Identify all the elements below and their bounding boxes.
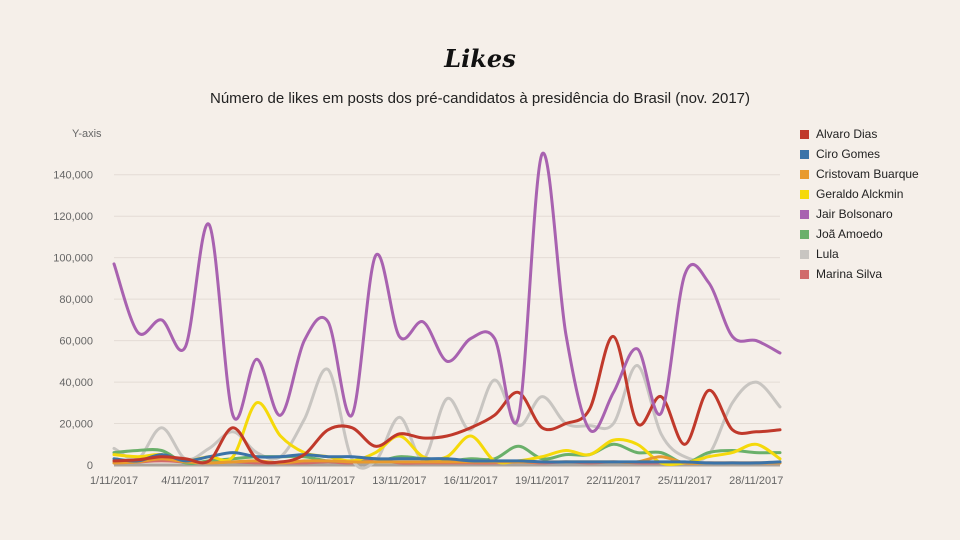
legend-swatch xyxy=(800,150,809,159)
legend-swatch xyxy=(800,130,809,139)
y-tick-label: 80,000 xyxy=(59,294,93,306)
chart-subtitle: Número de likes em posts dos pré-candida… xyxy=(210,90,750,107)
series-line-lula xyxy=(112,364,782,470)
series-line-alvaro-dias xyxy=(112,334,782,465)
legend-label: Geraldo Alckmin xyxy=(816,187,904,201)
series-line-geraldo-alckmin xyxy=(112,401,782,467)
legend-item[interactable]: Cristovam Buarque xyxy=(800,167,950,182)
legend-label: Jair Bolsonaro xyxy=(816,207,893,221)
legend-label: Cristovam Buarque xyxy=(816,167,919,181)
legend-swatch xyxy=(800,230,809,239)
legend-swatch xyxy=(800,190,809,199)
x-tick-label: 16/11/2017 xyxy=(444,475,498,487)
x-tick-label: 13/11/2017 xyxy=(372,475,426,487)
x-axis-ticks: 1/11/2017 4/11/2017 7/11/2017 10/11/2017 13/… xyxy=(90,475,783,487)
y-axis-ticks: 0 20,000 40,000 60,000 80,000 100,000 120,000 1… xyxy=(53,170,93,472)
y-tick-label: 20,000 xyxy=(59,419,93,431)
x-tick-label: 28/11/2017 xyxy=(729,475,783,487)
legend-item[interactable]: Marina Silva xyxy=(800,267,950,282)
gridlines xyxy=(114,174,780,467)
series-line-jair-bolsonaro xyxy=(112,151,782,434)
x-tick-label: 1/11/2017 xyxy=(90,475,138,487)
legend-swatch xyxy=(800,250,809,259)
x-tick-label: 22/11/2017 xyxy=(586,475,640,487)
x-tick-label: 10/11/2017 xyxy=(301,475,355,487)
y-tick-label: 40,000 xyxy=(59,377,93,389)
x-tick-label: 19/11/2017 xyxy=(515,475,569,487)
legend-item[interactable]: Alvaro Dias xyxy=(800,127,950,142)
legend: Alvaro Dias Ciro Gomes Cristovam Buarque Ge… xyxy=(800,127,950,287)
y-tick-label: 100,000 xyxy=(53,253,93,265)
legend-item[interactable]: Jair Bolsonaro xyxy=(800,207,950,222)
legend-label: Joã Amoedo xyxy=(816,227,883,241)
legend-item[interactable]: Ciro Gomes xyxy=(800,147,950,162)
x-tick-label: 4/11/2017 xyxy=(161,475,209,487)
legend-label: Alvaro Dias xyxy=(816,127,878,141)
legend-swatch xyxy=(800,270,809,279)
legend-swatch xyxy=(800,170,809,179)
legend-label: Lula xyxy=(816,247,839,261)
legend-item[interactable]: Geraldo Alckmin xyxy=(800,187,950,202)
x-tick-label: 25/11/2017 xyxy=(658,475,712,487)
series-lines xyxy=(112,151,782,470)
series-line-cristovam-buarque xyxy=(112,455,782,465)
legend-swatch xyxy=(800,210,809,219)
x-tick-label: 7/11/2017 xyxy=(233,475,281,487)
y-tick-label: 120,000 xyxy=(53,211,93,223)
legend-item[interactable]: Joã Amoedo xyxy=(800,227,950,242)
legend-label: Ciro Gomes xyxy=(816,147,881,161)
legend-item[interactable]: Lula xyxy=(800,247,950,262)
legend-label: Marina Silva xyxy=(816,267,883,281)
y-tick-label: 140,000 xyxy=(53,170,93,182)
series-line-ciro-gomes xyxy=(112,451,782,465)
y-tick-label: 60,000 xyxy=(59,336,93,348)
y-tick-label: 0 xyxy=(87,460,93,472)
chart-title: Likes xyxy=(444,44,516,73)
y-axis-label: Y-axis xyxy=(72,128,102,140)
